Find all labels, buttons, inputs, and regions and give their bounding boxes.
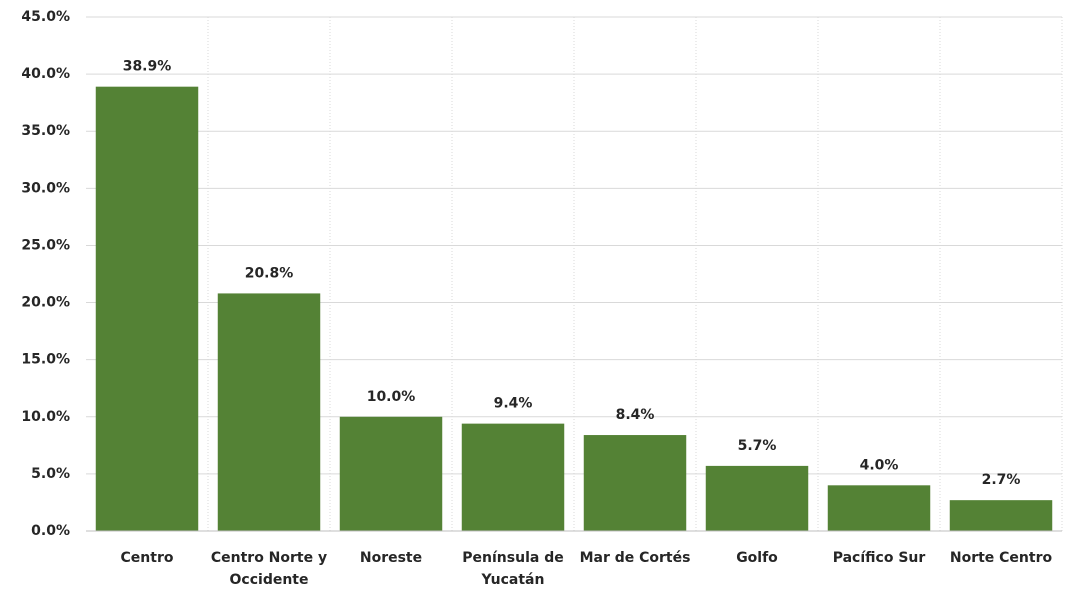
bar	[217, 293, 321, 531]
bar	[827, 485, 931, 531]
data-label: 38.9%	[123, 59, 172, 75]
data-label: 9.4%	[494, 396, 533, 412]
bar	[949, 500, 1053, 531]
x-tick-label: Centro	[120, 550, 174, 566]
y-tick-label: 20.0%	[21, 295, 70, 311]
y-tick-label: 45.0%	[21, 9, 70, 25]
data-label: 8.4%	[616, 407, 655, 423]
bar	[583, 435, 687, 531]
y-tick-label: 40.0%	[21, 66, 70, 82]
x-tick-label: Península de Yucatán	[462, 550, 564, 588]
data-label: 5.7%	[738, 438, 777, 454]
y-tick-label: 10.0%	[21, 409, 70, 425]
bar	[95, 86, 199, 532]
bar	[339, 416, 443, 531]
x-tick-label: Mar de Cortés	[579, 550, 691, 566]
data-label: 10.0%	[367, 389, 416, 405]
x-tick-label: Noreste	[359, 550, 423, 566]
data-label: 2.7%	[982, 472, 1021, 488]
x-tick-label: Pacífico Sur	[832, 550, 926, 566]
data-label: 20.8%	[245, 265, 294, 281]
y-tick-label: 30.0%	[21, 180, 70, 196]
x-tick-label: Golfo	[736, 550, 778, 566]
y-tick-label: 35.0%	[21, 123, 70, 139]
data-label: 4.0%	[860, 457, 899, 473]
x-tick-label: Centro Norte y Occidente	[210, 550, 328, 588]
y-tick-label: 5.0%	[31, 466, 70, 482]
y-tick-label: 25.0%	[21, 237, 70, 253]
x-tick-label: Norte Centro	[949, 550, 1053, 566]
bar	[461, 423, 565, 531]
y-tick-label: 0.0%	[31, 523, 70, 539]
bar	[705, 465, 809, 531]
y-tick-label: 15.0%	[21, 352, 70, 368]
